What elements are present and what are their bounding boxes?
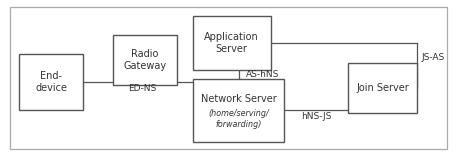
Text: hNS-JS: hNS-JS	[301, 112, 332, 121]
Bar	[348, 63, 417, 113]
Text: ED-NS: ED-NS	[129, 84, 157, 93]
Bar	[193, 79, 285, 142]
Text: AS-hNS: AS-hNS	[246, 70, 279, 79]
Bar	[193, 16, 271, 70]
Text: End-
device: End- device	[35, 71, 67, 93]
Text: Application
Server: Application Server	[204, 32, 259, 54]
Text: Network Server: Network Server	[201, 94, 276, 104]
Text: (home/serving/
forwarding): (home/serving/ forwarding)	[208, 109, 269, 129]
Bar	[19, 54, 83, 110]
Text: JS-AS: JS-AS	[422, 53, 445, 62]
Text: Radio
Gateway: Radio Gateway	[123, 49, 167, 71]
Text: Join Server: Join Server	[357, 83, 409, 93]
Bar	[113, 35, 177, 85]
